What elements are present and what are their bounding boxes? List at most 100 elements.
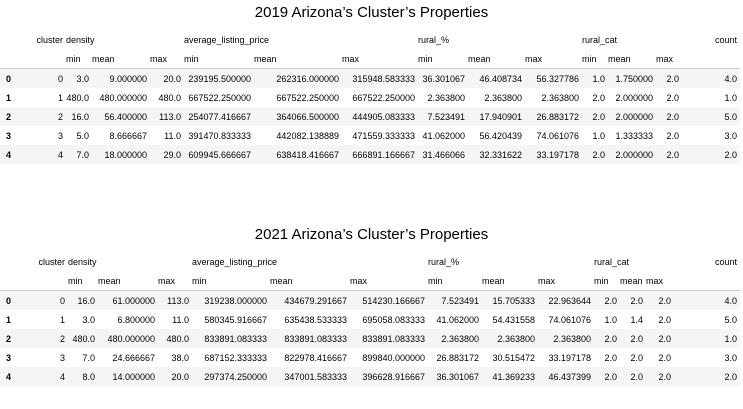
table-cell: 480.000000 bbox=[99, 92, 147, 103]
table-cell: 2.000000 bbox=[615, 92, 653, 103]
table-cell: 2.0 bbox=[658, 314, 671, 325]
sub-header: max bbox=[538, 275, 556, 286]
table-cell: 2.0 bbox=[724, 149, 737, 160]
sub-header: max bbox=[656, 53, 674, 64]
table-cell: 33.197178 bbox=[536, 149, 579, 160]
sub-header: max bbox=[350, 275, 368, 286]
header-row-stats: min mean max min mean max min mean max m… bbox=[0, 271, 740, 291]
table-cell: 2.0 bbox=[658, 295, 671, 306]
table-cell: 471559.333333 bbox=[352, 130, 415, 141]
table-cell: 8.666667 bbox=[109, 130, 147, 141]
cluster-properties-table-2021: cluster density average_listing_price ru… bbox=[0, 252, 740, 386]
header-row-groups: cluster density average_listing_price ru… bbox=[0, 252, 740, 271]
row-index: 3 bbox=[6, 130, 12, 141]
col-header-average-listing-price: average_listing_price bbox=[184, 34, 270, 45]
row-index: 3 bbox=[6, 352, 12, 363]
table-cell: 2.0 bbox=[604, 333, 617, 344]
table-cell: 638418.416667 bbox=[276, 149, 339, 160]
table-row: 0 0 16.0 61.000000 113.0 319238.000000 434679.… bbox=[0, 290, 740, 310]
table-cell: 38.0 bbox=[171, 352, 189, 363]
table-cell: 74.061076 bbox=[548, 314, 591, 325]
row-index: 0 bbox=[6, 73, 12, 84]
table-cell: 2.0 bbox=[658, 333, 671, 344]
table-cell: 1.4 bbox=[630, 314, 643, 325]
table-row: 2 2 16.0 56.400000 113.0 254077.416667 364066.… bbox=[0, 107, 740, 126]
table-cell: 1.0 bbox=[724, 92, 737, 103]
sub-header: min bbox=[582, 53, 597, 64]
table-cell: 514230.166667 bbox=[362, 295, 425, 306]
table-cell: 17.940901 bbox=[479, 111, 522, 122]
table-cell: 434679.291667 bbox=[284, 295, 347, 306]
sub-header: mean bbox=[92, 53, 115, 64]
table-cell: 7.0 bbox=[76, 149, 89, 160]
table-cell: 6.800000 bbox=[117, 314, 155, 325]
table-cell: 46.408734 bbox=[479, 73, 522, 84]
table-row: 1 1 3.0 6.800000 11.0 580345.916667 635438.533… bbox=[0, 310, 740, 329]
table-cell: 31.466066 bbox=[422, 149, 465, 160]
row-index: 0 bbox=[6, 295, 12, 306]
table-cell: 41.062000 bbox=[422, 130, 465, 141]
table-cell: 2 bbox=[57, 111, 63, 122]
table-cell: 33.197178 bbox=[548, 352, 591, 363]
sub-header: min bbox=[66, 53, 81, 64]
table-title-2019: 2019 Arizona’s Cluster’s Properties bbox=[254, 4, 489, 21]
table-cell: 26.883172 bbox=[436, 352, 479, 363]
sub-header: min bbox=[428, 275, 443, 286]
table-cell: 11.0 bbox=[172, 314, 189, 325]
table-cell: 4.0 bbox=[724, 295, 737, 306]
table-cell: 2.0 bbox=[604, 371, 617, 382]
col-header-cluster: cluster bbox=[38, 256, 65, 267]
sub-header: min bbox=[418, 53, 433, 64]
table-cell: 2.000000 bbox=[615, 149, 653, 160]
table-cell: 1.750000 bbox=[615, 73, 653, 84]
table-cell: 297374.250000 bbox=[204, 371, 267, 382]
table-cell: 442082.138889 bbox=[276, 130, 339, 141]
table-cell: 18.000000 bbox=[104, 149, 147, 160]
table-cell: 315948.583333 bbox=[352, 73, 415, 84]
table-cell: 41.062000 bbox=[436, 314, 479, 325]
table-cell: 113.0 bbox=[167, 295, 189, 306]
table-cell: 4.0 bbox=[724, 73, 737, 84]
table-cell: 262316.000000 bbox=[276, 73, 339, 84]
sub-header: min bbox=[594, 275, 609, 286]
cluster-properties-table-2019: cluster density average_listing_price ru… bbox=[0, 30, 740, 164]
table-cell: 480.0 bbox=[66, 92, 89, 103]
table-cell: 687152.333333 bbox=[204, 352, 267, 363]
table-cell: 2.0 bbox=[604, 295, 617, 306]
table-row: 3 3 5.0 8.666667 11.0 391470.833333 442082.138… bbox=[0, 126, 740, 145]
header-row-stats: min mean max min mean max min mean max m… bbox=[0, 49, 740, 69]
sub-header: min bbox=[68, 275, 83, 286]
col-header-count: count bbox=[714, 256, 737, 267]
table-cell: 364066.500000 bbox=[276, 111, 339, 122]
sub-header: mean bbox=[608, 53, 631, 64]
table-cell: 822978.416667 bbox=[284, 352, 347, 363]
table-cell: 1.333333 bbox=[615, 130, 653, 141]
table-cell: 20.0 bbox=[163, 73, 181, 84]
table-cell: 3.0 bbox=[82, 314, 95, 325]
table-cell: 833891.083333 bbox=[284, 333, 347, 344]
table-cell: 24.666667 bbox=[112, 352, 155, 363]
sub-header: min bbox=[192, 275, 207, 286]
table-cell: 667522.250000 bbox=[352, 92, 415, 103]
table-cell: 56.327786 bbox=[536, 73, 579, 84]
row-index: 4 bbox=[6, 149, 12, 160]
sub-header: max bbox=[342, 53, 360, 64]
table-cell: 54.431558 bbox=[492, 314, 535, 325]
table-cell: 695058.083333 bbox=[362, 314, 425, 325]
table-cell: 0 bbox=[59, 295, 65, 306]
table-cell: 2.363800 bbox=[427, 92, 465, 103]
row-index: 4 bbox=[6, 371, 12, 382]
table-row: 1 1 480.0 480.000000 480.0 667522.250000 66752… bbox=[0, 88, 740, 107]
sub-header: min bbox=[184, 53, 199, 64]
sub-header: max bbox=[150, 53, 168, 64]
table-cell: 11.0 bbox=[164, 130, 181, 141]
table-cell: 666891.166667 bbox=[352, 149, 415, 160]
table-cell: 4 bbox=[57, 149, 63, 160]
col-header-density: density bbox=[66, 34, 95, 45]
table-cell: 3.0 bbox=[76, 73, 89, 84]
sub-header: mean bbox=[620, 275, 643, 286]
table-cell: 833891.083333 bbox=[362, 333, 425, 344]
col-header-cluster: cluster bbox=[36, 34, 63, 45]
table-cell: 396628.916667 bbox=[362, 371, 425, 382]
table-body-2021: 0 0 16.0 61.000000 113.0 319238.000000 434679.… bbox=[0, 290, 740, 386]
